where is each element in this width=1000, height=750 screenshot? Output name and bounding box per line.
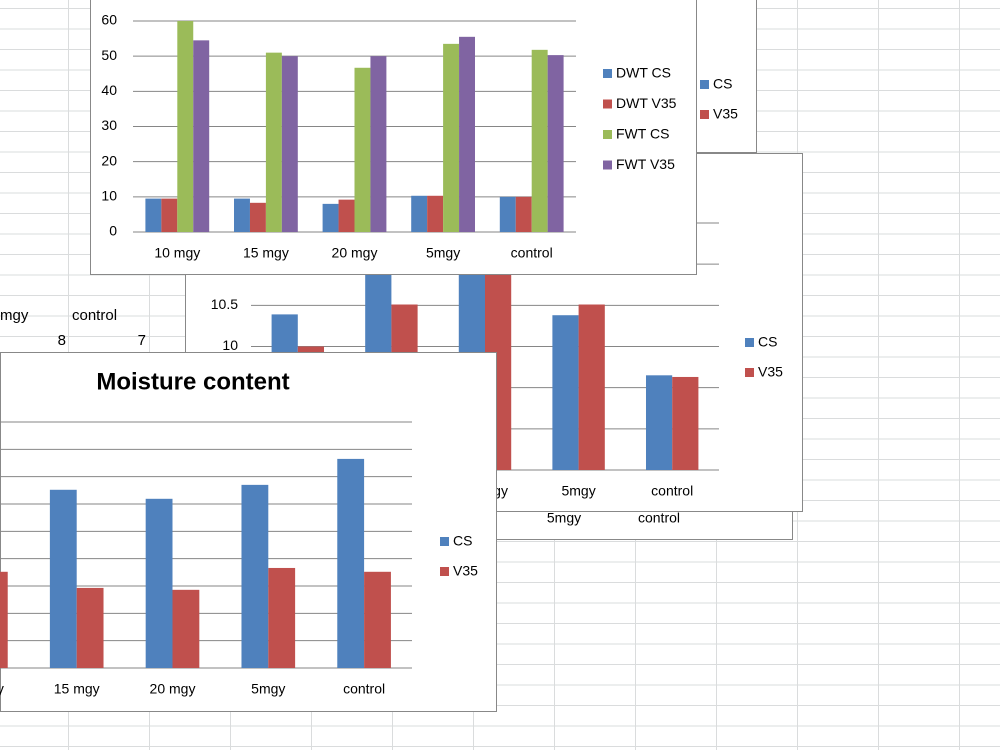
bar (76, 587, 104, 668)
legend-label: V35 (758, 364, 783, 380)
bar (411, 195, 428, 232)
legend-label: V35 (713, 106, 738, 122)
bar (515, 196, 532, 232)
bar (177, 21, 194, 232)
bar (578, 304, 605, 470)
legend-swatch (700, 80, 709, 89)
bar (364, 571, 391, 668)
bar (249, 202, 266, 232)
cell[interactable]: 8 (57, 332, 66, 349)
bar (547, 55, 564, 233)
category-label: 5mgy (426, 245, 460, 261)
bar (161, 198, 178, 232)
category-label: control (651, 483, 693, 499)
bar (265, 52, 282, 233)
y-tick-label: 40 (101, 82, 117, 98)
legend-swatch (603, 160, 612, 170)
bar (0, 571, 8, 668)
legend-label: FWT CS (616, 126, 669, 142)
y-tick-label: 50 (101, 47, 117, 63)
category-label: 15 mgy (243, 245, 289, 261)
legend-swatch (603, 130, 612, 139)
bar (193, 40, 210, 232)
bar (370, 56, 387, 232)
legend-swatch (440, 537, 449, 546)
legend-swatch (603, 69, 612, 78)
y-tick-label: 30 (101, 117, 117, 133)
y-tick-label: 10 (222, 337, 238, 353)
y-tick-label: 10.5 (211, 296, 238, 312)
category-label: 20 mgy (150, 681, 196, 697)
y-tick-label: 0 (109, 223, 117, 239)
chart[interactable]: 0 10 20 30 40 50 60 10 mgy 15 mgy 20 mgy 5mgy contr… (90, 0, 697, 275)
legend-swatch (603, 99, 612, 109)
legend-swatch (745, 338, 754, 347)
bar (337, 458, 365, 668)
legend-label: FWT V35 (616, 156, 675, 172)
legend-label: CS (453, 533, 472, 549)
legend-swatch (700, 110, 709, 119)
y-tick-label: 10 (101, 188, 117, 204)
legend-label: V35 (453, 563, 478, 579)
chart-title: Moisture content (96, 368, 289, 395)
bar (145, 498, 173, 668)
bar (354, 67, 371, 232)
category-label: 15 mgy (54, 681, 100, 697)
legend-swatch (440, 567, 449, 576)
cell[interactable]: control (72, 307, 118, 324)
category-label: 20 mgy (332, 245, 378, 261)
bar (645, 375, 673, 470)
bar (322, 203, 339, 232)
legend-label: DWT V35 (616, 95, 677, 111)
bar (281, 56, 298, 232)
bar (499, 196, 516, 232)
bar (427, 195, 444, 232)
legend-swatch (745, 368, 754, 377)
bar (268, 567, 296, 668)
bar (145, 198, 162, 232)
category-label: 5mgy (561, 483, 595, 499)
category-label: control (638, 510, 680, 526)
category-label: 10 mgy (154, 245, 200, 261)
legend-label: CS (758, 334, 777, 350)
bar (338, 199, 355, 232)
category-label: 5mgy (251, 681, 285, 697)
category-label: 10 mgy (0, 681, 4, 697)
category-label: control (511, 245, 553, 261)
y-tick-label: 20 (101, 152, 117, 168)
category-label: 5mgy (547, 510, 581, 526)
cell[interactable]: mgy (0, 307, 29, 324)
bar (234, 198, 250, 232)
bar (459, 36, 475, 233)
bar (172, 589, 200, 668)
legend-label: DWT CS (616, 65, 671, 81)
bar (241, 484, 269, 668)
bar (531, 49, 548, 232)
bar (443, 43, 460, 232)
category-label: control (343, 681, 385, 697)
legend-label: CS (713, 76, 732, 92)
bar (672, 376, 699, 470)
bar (552, 315, 579, 470)
cell[interactable]: 7 (137, 332, 146, 349)
bar (49, 489, 77, 668)
y-tick-label: 60 (101, 12, 117, 28)
